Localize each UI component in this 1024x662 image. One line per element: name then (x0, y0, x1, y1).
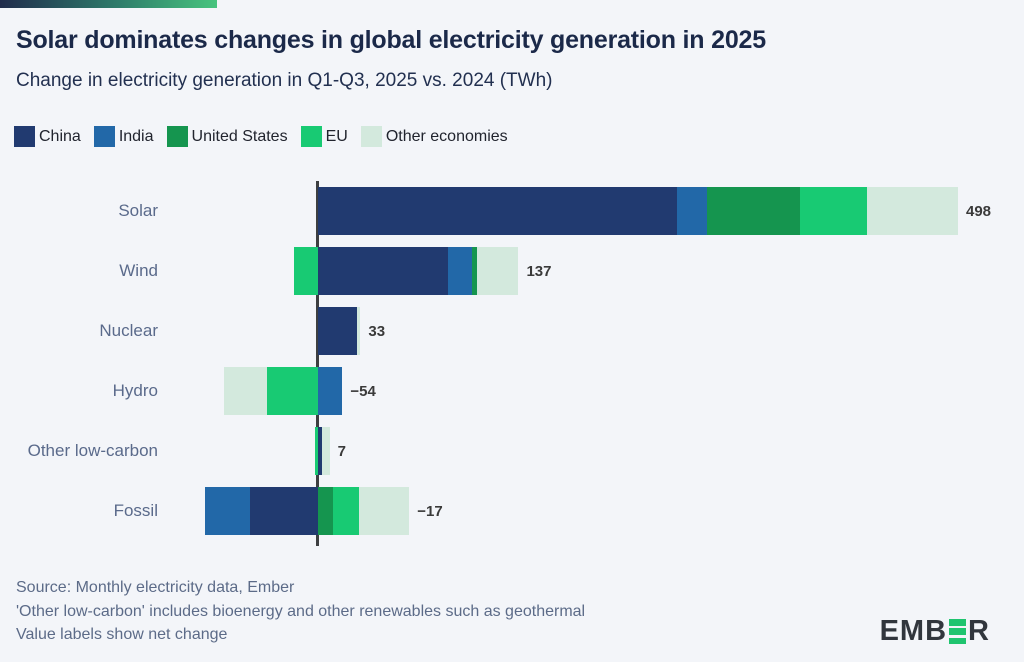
footnote-line-2: 'Other low-carbon' includes bioenergy an… (16, 602, 586, 620)
bar-segment-solar-united-states (707, 187, 800, 235)
bar-segment-solar-other-economies (866, 187, 958, 235)
legend-label: India (118, 127, 154, 145)
legend-swatch (93, 126, 115, 147)
legend-item-eu: EU (300, 126, 348, 147)
legend-item-india: India (93, 126, 154, 147)
legend-item-united-states: United States (166, 126, 288, 147)
legend-label: Other economies (385, 127, 508, 145)
logo-text-emb: EMB (879, 615, 948, 647)
footnotes: Source: Monthly electricity data, Ember '… (16, 576, 585, 647)
bar-segment-wind-other-economies (477, 247, 519, 295)
logo-text-r: R (968, 615, 990, 647)
bar-segment-nuclear-china (318, 307, 357, 355)
bar-segment-other-low-carbon-other-economies (321, 427, 330, 475)
bar-segment-other-low-carbon-china (318, 427, 322, 475)
logo-e-icon (949, 619, 967, 644)
brand-gradient-bar (0, 0, 217, 8)
legend-swatch (166, 126, 188, 147)
bar-segment-wind-india (447, 247, 473, 295)
category-label-fossil: Fossil (113, 501, 158, 520)
bar-segment-fossil-united-states (318, 487, 334, 535)
bar-segment-hydro-other-economies (224, 367, 267, 415)
bar-segment-wind-united-states (472, 247, 478, 295)
category-label-wind: Wind (119, 261, 158, 280)
legend-swatch (360, 126, 382, 147)
legend-label: United States (191, 127, 288, 145)
ember-logo: EMB R (880, 615, 990, 648)
bar-segment-hydro-eu (266, 367, 318, 415)
category-label-other-low-carbon: Other low-carbon (27, 441, 158, 460)
value-label-solar: 498 (966, 202, 992, 220)
legend-label: EU (325, 127, 348, 145)
legend: China India United States EU Other economies (14, 126, 508, 147)
legend-label: China (39, 127, 81, 145)
bar-segment-other-low-carbon-eu (315, 427, 318, 475)
zero-axis-line (316, 181, 319, 546)
category-label-solar: Solar (118, 201, 158, 220)
value-label-hydro: −54 (350, 382, 376, 400)
legend-swatch (300, 126, 322, 147)
bar-segment-hydro-india (318, 367, 343, 415)
bar-segment-wind-eu (293, 247, 318, 295)
value-label-wind: 137 (526, 262, 552, 280)
chart-title: Solar dominates changes in global electr… (16, 26, 766, 54)
bar-segment-wind-china (318, 247, 448, 295)
category-label-nuclear: Nuclear (99, 321, 158, 340)
category-label-hydro: Hydro (112, 381, 158, 400)
bar-segment-fossil-other-economies (359, 487, 410, 535)
bar-chart: Solar 498 Wind 137 Nuclear 33 Hydro −54 Other lo… (0, 181, 1024, 546)
bar-segment-solar-eu (799, 187, 867, 235)
bar-segment-solar-india (676, 187, 708, 235)
footnote-line-3: Value labels show net change (16, 626, 228, 643)
legend-item-other-economies: Other economies (360, 126, 508, 147)
value-label-other-low-carbon: 7 (337, 442, 346, 460)
bar-segment-solar-china (318, 187, 677, 235)
value-label-nuclear: 33 (368, 322, 386, 340)
value-label-fossil: −17 (417, 502, 443, 520)
legend-swatch (14, 126, 35, 147)
chart-subtitle: Change in electricity generation in Q1-Q… (16, 70, 553, 91)
legend-item-china: China (14, 126, 81, 147)
footnote-line-1: Source: Monthly electricity data, Ember (16, 579, 295, 596)
bar-segment-fossil-eu (333, 487, 360, 535)
bar-segment-fossil-china (249, 487, 318, 535)
bar-segment-fossil-india (204, 487, 250, 535)
bar-segment-nuclear-other-economies (356, 307, 361, 355)
